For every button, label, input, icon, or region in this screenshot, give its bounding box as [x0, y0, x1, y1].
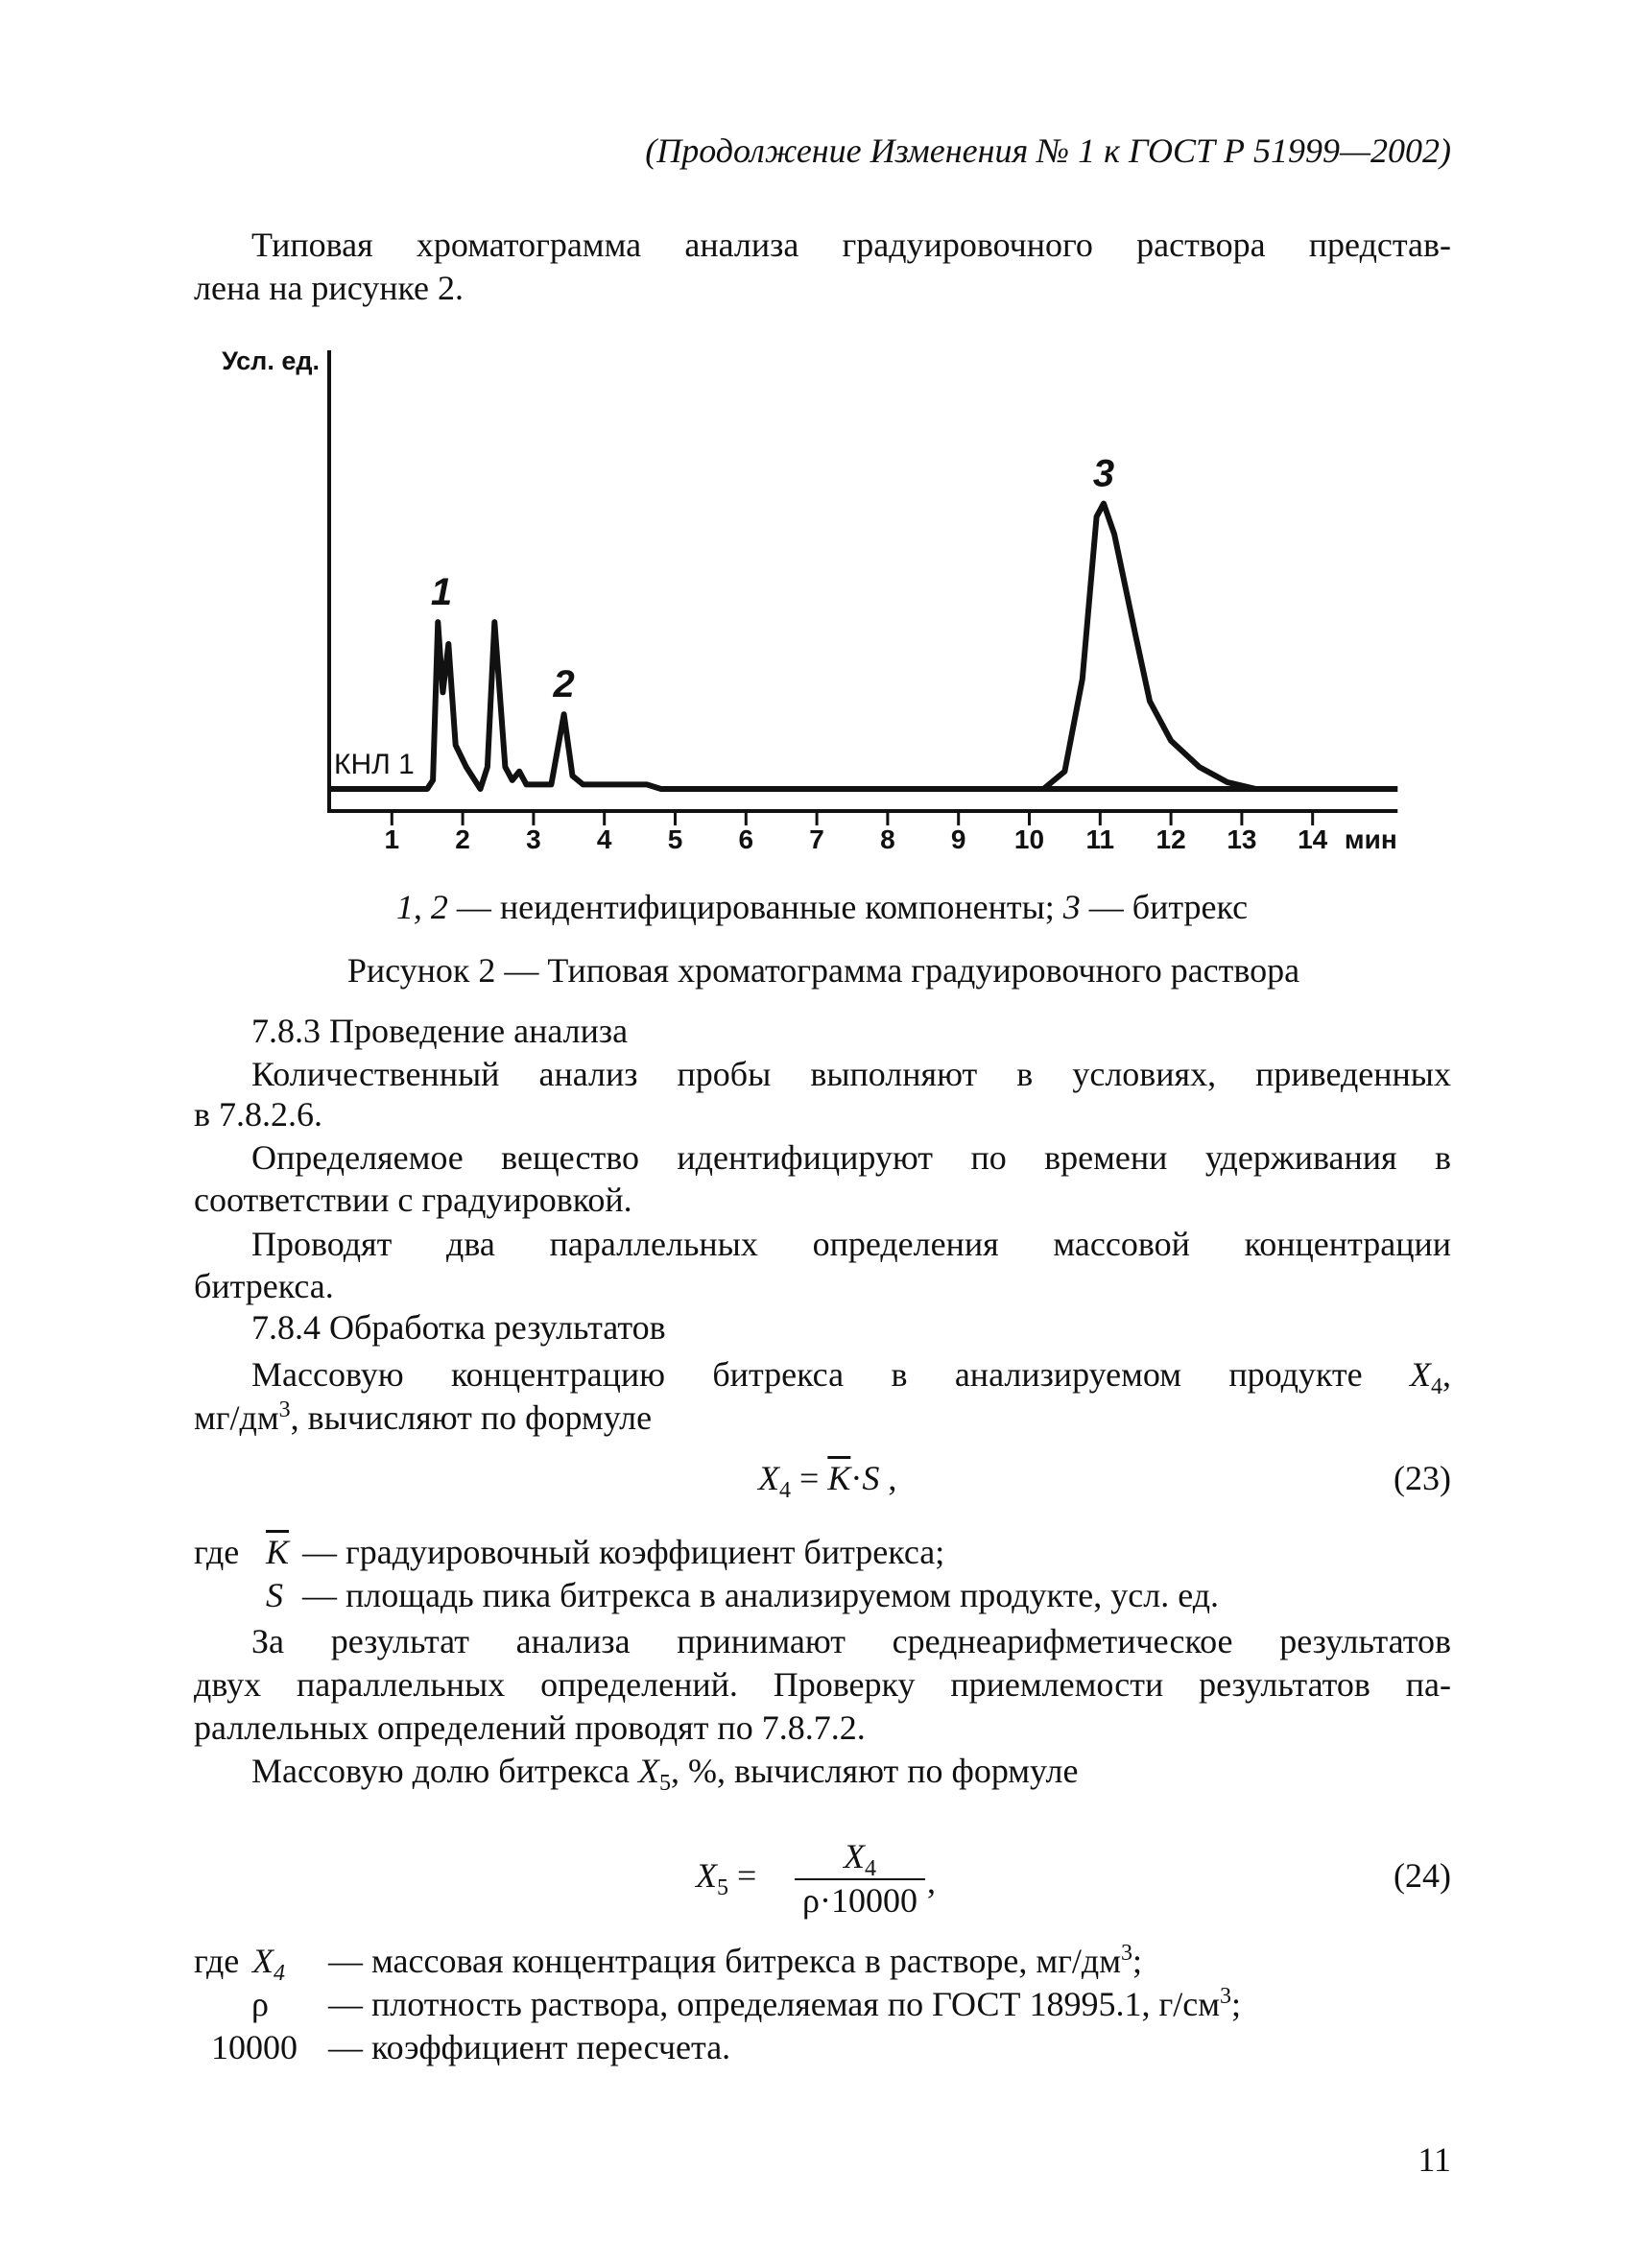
x-axis-unit-label: мин [1345, 824, 1397, 854]
var-x: X [696, 1856, 717, 1895]
x-tick-label: 4 [597, 824, 612, 854]
where-label: где [194, 1533, 240, 1571]
x-tick-label: 13 [1227, 824, 1256, 854]
peak-label-2: 2 [553, 663, 575, 705]
legend-id-3: 3 [1062, 888, 1081, 926]
fraction-bar [795, 1878, 925, 1880]
def-text-x4: — массовая концентрация битрекса в раств… [328, 1940, 1142, 1982]
subscript: 5 [659, 1771, 672, 1797]
def-term-10000: 10000 [211, 2028, 298, 2066]
subscript: 4 [865, 1856, 876, 1882]
def-text-rho: — плотность раствора, определяемая по ГО… [328, 1983, 1241, 2025]
paragraph-line: двух параллельных определений. Проверку … [194, 1665, 1451, 1704]
x-tick-label: 2 [455, 824, 470, 854]
var-x: X [758, 1459, 779, 1497]
paragraph-line: Определяемое вещество идентифицируют по … [251, 1138, 1451, 1177]
legend-text-1: — неидентифицированные компоненты; [447, 888, 1063, 926]
x-tick-label: 11 [1085, 824, 1114, 854]
formula-24-comma: , [927, 1862, 936, 1900]
x-tick-label: 3 [526, 824, 541, 854]
chromatogram-trace [329, 500, 1398, 792]
legend-ids-1-2: 1, 2 [395, 888, 448, 926]
legend-text-2: — битрекс [1080, 888, 1249, 926]
var-x: X [844, 1837, 865, 1875]
text: ; [1231, 1985, 1242, 2023]
equals: = [791, 1459, 828, 1497]
text: ; [1132, 1942, 1143, 1980]
subscript: 4 [1431, 1374, 1442, 1400]
superscript: 3 [1220, 1984, 1231, 2009]
formula-24-lhs: X5 = [696, 1854, 757, 1901]
paragraph-line: раллельных определений проводят по 7.8.7… [194, 1708, 866, 1747]
formula-number-24: (24) [1394, 1856, 1451, 1895]
x-tick-label: 9 [951, 824, 966, 854]
y-axis-label: Усл. ед. [222, 346, 320, 375]
var-x: X [252, 1942, 274, 1980]
peak-label-3: 3 [1093, 453, 1114, 495]
var-s: S [862, 1459, 880, 1497]
def-text-s: — площадь пика битрекса в анализируемом … [302, 1576, 1220, 1614]
heading-7-8-3: 7.8.3 Проведение анализа [251, 1012, 629, 1050]
paragraph-line: в 7.8.2.6. [194, 1095, 322, 1134]
def-term-s: S [266, 1576, 283, 1614]
superscript: 3 [278, 1397, 291, 1422]
x-tick-label: 5 [668, 824, 683, 854]
formula-number-23: (23) [1394, 1459, 1451, 1497]
page-number: 11 [1418, 2140, 1451, 2179]
def-term-k: K [266, 1533, 290, 1571]
text: — массовая концентрация битрекса в раств… [328, 1942, 1121, 1980]
text: , вычисляют по формуле [290, 1398, 653, 1437]
peak-label-1: 1 [431, 571, 452, 613]
var-x: X [638, 1752, 660, 1790]
subscript: 5 [717, 1875, 728, 1901]
comma: , [879, 1459, 897, 1497]
paragraph-line: соответствии с градуировкой. [194, 1181, 632, 1219]
text: — плотность раствора, определяемая по ГО… [328, 1985, 1220, 2023]
text: Массовую долю битрекса [251, 1752, 639, 1790]
paragraph-line: битрекса. [194, 1267, 334, 1305]
figure-caption: Рисунок 2 — Типовая хроматограмма градуи… [346, 951, 1300, 990]
equals: = [728, 1856, 757, 1895]
def-text-10000: — коэффициент пересчета. [328, 2028, 731, 2066]
x-tick-label: 10 [1014, 824, 1044, 854]
x-tick-label: 7 [809, 824, 824, 854]
x-tick-label: 6 [739, 824, 754, 854]
subscript: 4 [779, 1478, 791, 1504]
paragraph-line: За результат анализа принимают среднеари… [251, 1622, 1451, 1660]
paragraph-line: Количественный анализ пробы выполняют в … [251, 1055, 1451, 1093]
intro-line-1: Типовая хроматограмма анализа градуирово… [251, 226, 1451, 264]
paragraph-line: мг/дм3, вычисляют по формуле [194, 1397, 1451, 1439]
def-term-rho: ρ [251, 1985, 269, 2023]
var-x: X [1410, 1355, 1431, 1394]
text: мг/дм [194, 1398, 279, 1437]
x-tick-label: 8 [880, 824, 895, 854]
text: , %, вычисляют по формуле [671, 1752, 1079, 1790]
intro-line-2: лена на рисунке 2. [194, 269, 465, 307]
superscript: 3 [1121, 1941, 1132, 1966]
x-tick-label: 14 [1298, 824, 1328, 854]
def-term-x4: X4 [252, 1940, 285, 1985]
x-tick-label: 1 [385, 824, 400, 854]
formula-23: X4 = K·S , [758, 1457, 897, 1502]
formula-24-denominator: ρ·10000 [802, 1881, 917, 1920]
text: Массовую концентрацию битрекса в анализи… [251, 1355, 1410, 1394]
paragraph-line: Проводят два параллельных определения ма… [251, 1225, 1451, 1263]
where-label: где [194, 1942, 240, 1980]
formula-24-numerator: X4 [795, 1835, 925, 1880]
figure-legend: 1, 2 — неидентифицированные компоненты; … [0, 886, 1644, 928]
page-header: (Продолжение Изменения № 1 к ГОСТ Р 5199… [645, 131, 1451, 170]
def-text-k: — градуировочный коэффициент битрекса; [302, 1533, 945, 1571]
dot: · [850, 1459, 863, 1497]
channel-label: КНЛ 1 [334, 749, 415, 780]
text: , [1442, 1355, 1451, 1394]
var-k-bar: K [827, 1459, 851, 1497]
subscript: 4 [274, 1961, 285, 1987]
x-tick-label: 12 [1156, 824, 1186, 854]
heading-7-8-4: 7.8.4 Обработка результатов [251, 1308, 666, 1347]
paragraph-line: Массовую долю битрекса X5, %, вычисляют … [194, 1750, 1451, 1795]
paragraph-line: Массовую концентрацию битрекса в анализи… [194, 1353, 1451, 1400]
